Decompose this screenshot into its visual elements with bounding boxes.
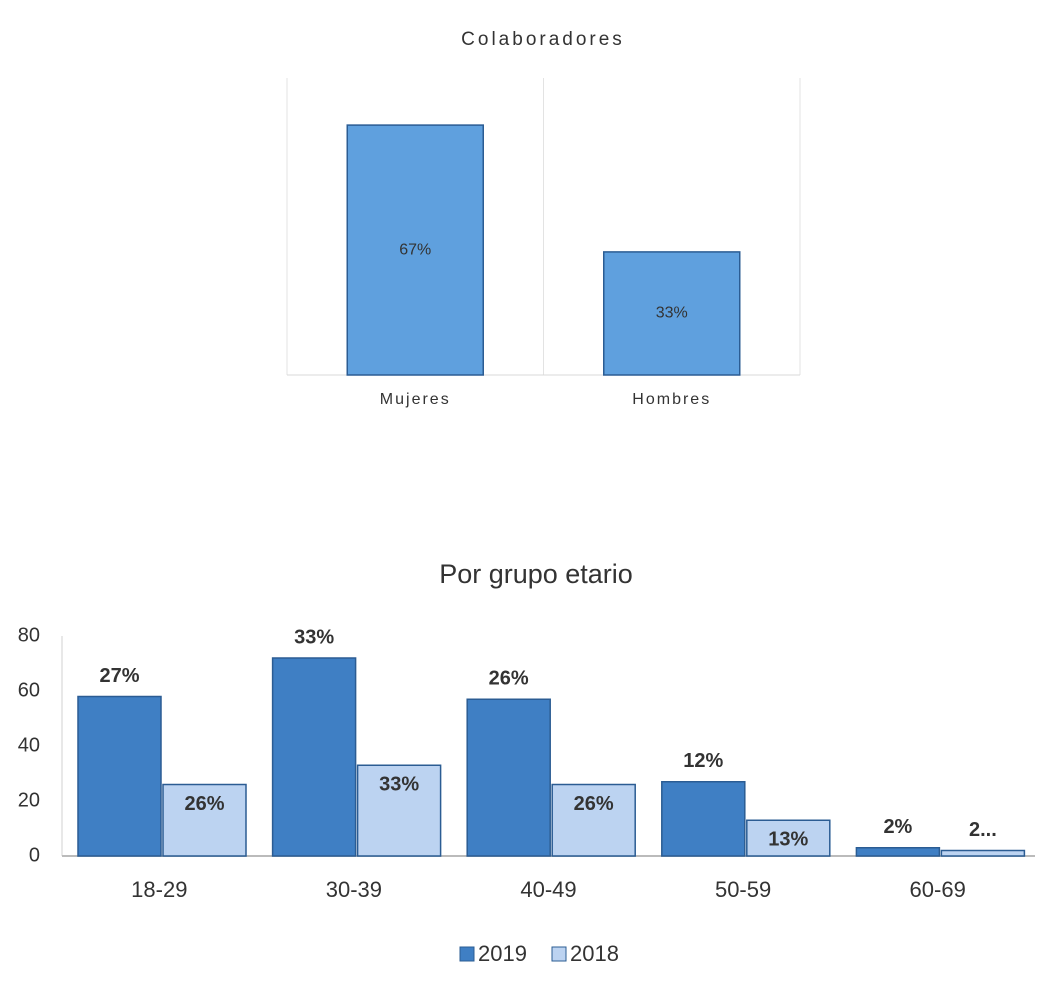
x-tick-label: 18-29 bbox=[131, 877, 187, 902]
bar bbox=[77, 695, 162, 857]
data-label: 67% bbox=[399, 241, 431, 258]
bar bbox=[271, 657, 357, 857]
legend-label: 2018 bbox=[570, 941, 619, 966]
legend-swatch bbox=[459, 946, 475, 962]
bar bbox=[855, 847, 941, 857]
data-label: 2... bbox=[969, 819, 997, 841]
legend-label: 2019 bbox=[478, 941, 527, 966]
data-label: 27% bbox=[99, 665, 139, 687]
x-tick-label: 30-39 bbox=[326, 877, 382, 902]
data-label: 33% bbox=[294, 626, 334, 648]
chart-title: Por grupo etario bbox=[439, 559, 633, 589]
bar bbox=[746, 819, 831, 857]
data-label: 26% bbox=[489, 668, 529, 690]
y-tick-label: 80 bbox=[18, 624, 40, 646]
bar bbox=[551, 783, 636, 857]
bar bbox=[603, 251, 741, 376]
x-tick-label: 40-49 bbox=[520, 877, 576, 902]
data-label: 13% bbox=[768, 829, 808, 851]
y-tick-label: 20 bbox=[18, 789, 40, 811]
data-label: 33% bbox=[379, 774, 419, 796]
data-label: 33% bbox=[656, 305, 688, 322]
legend-swatch bbox=[551, 946, 567, 962]
x-tick-label: Hombres bbox=[632, 391, 711, 408]
bar bbox=[162, 783, 247, 857]
x-tick-label: 50-59 bbox=[715, 877, 771, 902]
data-label: 26% bbox=[184, 793, 224, 815]
y-tick-label: 0 bbox=[29, 844, 40, 866]
y-tick-label: 40 bbox=[18, 734, 40, 756]
x-tick-label: Mujeres bbox=[380, 391, 451, 408]
data-label: 26% bbox=[574, 793, 614, 815]
bar bbox=[346, 124, 484, 376]
bar bbox=[661, 781, 746, 857]
data-label: 2% bbox=[883, 816, 912, 838]
chart-title: Colaboradores bbox=[461, 29, 625, 50]
data-label: 12% bbox=[683, 750, 723, 772]
bar bbox=[356, 764, 442, 857]
y-tick-label: 60 bbox=[18, 679, 40, 701]
bar bbox=[940, 849, 1026, 857]
bar bbox=[466, 698, 551, 857]
x-tick-label: 60-69 bbox=[910, 877, 966, 902]
